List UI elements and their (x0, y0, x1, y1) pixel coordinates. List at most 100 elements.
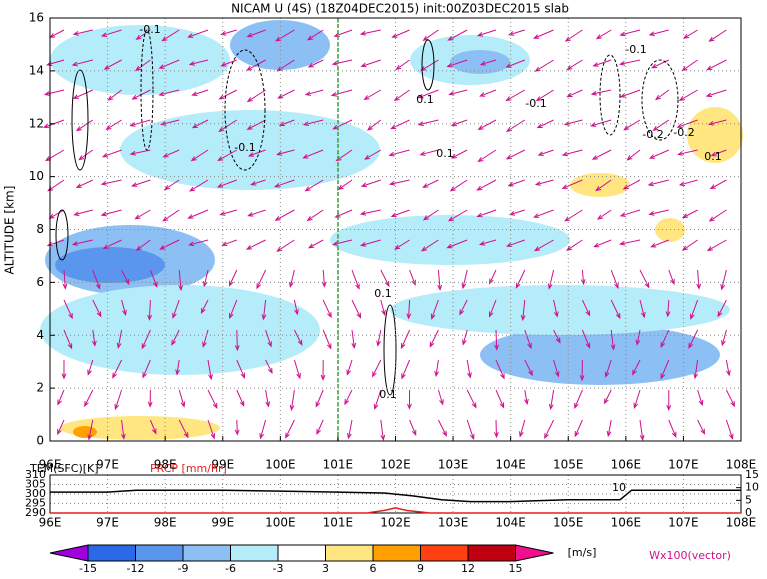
wind-vector (87, 359, 94, 376)
colorbar-cell (372, 544, 421, 562)
wind-vector (390, 209, 410, 218)
wind-vector (84, 389, 94, 408)
wind-vector (604, 359, 612, 378)
wind-vector (307, 59, 324, 68)
y2-tick-label: 5 (745, 493, 752, 506)
wind-vector (273, 179, 295, 188)
wind-vector (447, 29, 468, 41)
wind-vector (330, 89, 353, 97)
wind-vector (61, 359, 67, 380)
contour-label: -0.1 (139, 23, 160, 36)
wind-vector (633, 389, 641, 409)
wind-vector (121, 269, 130, 286)
wind-vector (57, 389, 65, 406)
y2-axis-label: PRCP [mm/hr] (150, 462, 227, 475)
contour-label: -0.2 (642, 128, 663, 141)
x-tick-label: 108E (726, 516, 757, 530)
wind-vector (351, 299, 362, 319)
wind-vector (563, 119, 583, 126)
wind-vector (191, 119, 209, 129)
wind-vector (316, 419, 324, 436)
colorbar-label: 15 (509, 562, 523, 575)
wind-vector (580, 269, 586, 286)
contour-label: 0.1 (704, 150, 722, 163)
wind-vector (159, 119, 180, 126)
line-series (50, 507, 741, 514)
wind-vector (134, 209, 151, 220)
wind-vector (380, 269, 390, 288)
wind-vector (466, 359, 472, 379)
wind-vector (162, 149, 180, 158)
wind-vector (394, 239, 410, 250)
y-tick-label: 14 (29, 63, 44, 77)
wind-vector (446, 59, 468, 68)
wind-vector (234, 329, 240, 352)
wind-vector (533, 239, 554, 252)
wind-vector (121, 299, 127, 316)
colorbar-label: 9 (417, 562, 424, 575)
wind-vector (220, 29, 237, 36)
wind-vector (459, 299, 468, 316)
shading (40, 18, 743, 441)
wind-vector (351, 329, 357, 350)
contour-label: 0.1 (436, 147, 454, 160)
wind-vector (75, 179, 94, 189)
wind-vector (479, 59, 497, 66)
wind-vector (134, 59, 151, 72)
wind-vector (595, 29, 612, 40)
wind-vector (380, 299, 386, 316)
wind-vector (315, 389, 324, 408)
wind-vector (697, 419, 706, 435)
wind-vector (476, 209, 497, 218)
wind-vector (725, 359, 731, 377)
wind-vector (619, 209, 641, 217)
colorbar-cell (420, 544, 469, 562)
wind-vector (390, 119, 410, 130)
colorbar-cell (467, 544, 516, 562)
colorbar-label: -9 (178, 562, 189, 575)
wind-vector (306, 29, 324, 41)
wind-vector (163, 179, 180, 191)
wind-vector (265, 359, 273, 375)
wind-vector (461, 269, 468, 290)
wind-vector (360, 179, 381, 188)
colorbar-label: 3 (322, 562, 329, 575)
x-tick-label: 96E (39, 516, 62, 530)
x-tick-label: 98E (154, 516, 177, 530)
wind-vector (172, 299, 180, 319)
wind-vector (293, 359, 301, 380)
shade (687, 107, 743, 163)
wind-vector (149, 269, 158, 288)
wind-vector (217, 149, 238, 162)
wind-vector (293, 299, 299, 316)
wind-vector (639, 299, 646, 319)
wind-vector (533, 209, 554, 218)
wind-vector (449, 179, 468, 192)
wind-vector (420, 239, 439, 252)
wind-vector (351, 269, 360, 290)
wind-vector (87, 419, 94, 441)
wind-vector (705, 89, 727, 98)
wind-vector (247, 209, 266, 217)
wind-vector (285, 419, 295, 439)
wind-vector (720, 269, 727, 291)
wind-vector (401, 359, 411, 380)
wind-vector (547, 269, 555, 290)
contour-label: -0.1 (525, 97, 546, 110)
line-series (50, 489, 741, 503)
wind-vector (446, 239, 468, 249)
contour-label: -0.2 (673, 126, 694, 139)
contours (55, 29, 679, 396)
colorbar-cell (515, 544, 554, 562)
wind-vector (706, 59, 727, 71)
wind-vector (393, 89, 410, 102)
wind-vector (610, 299, 621, 320)
wind-vector (234, 419, 240, 436)
wind-vector (189, 179, 209, 192)
contour (599, 54, 621, 136)
wind-vector (175, 359, 181, 376)
y2-tick-label: 0 (745, 506, 752, 519)
shade (55, 247, 165, 283)
wind-vector (158, 59, 180, 69)
wind-vector (246, 59, 266, 71)
